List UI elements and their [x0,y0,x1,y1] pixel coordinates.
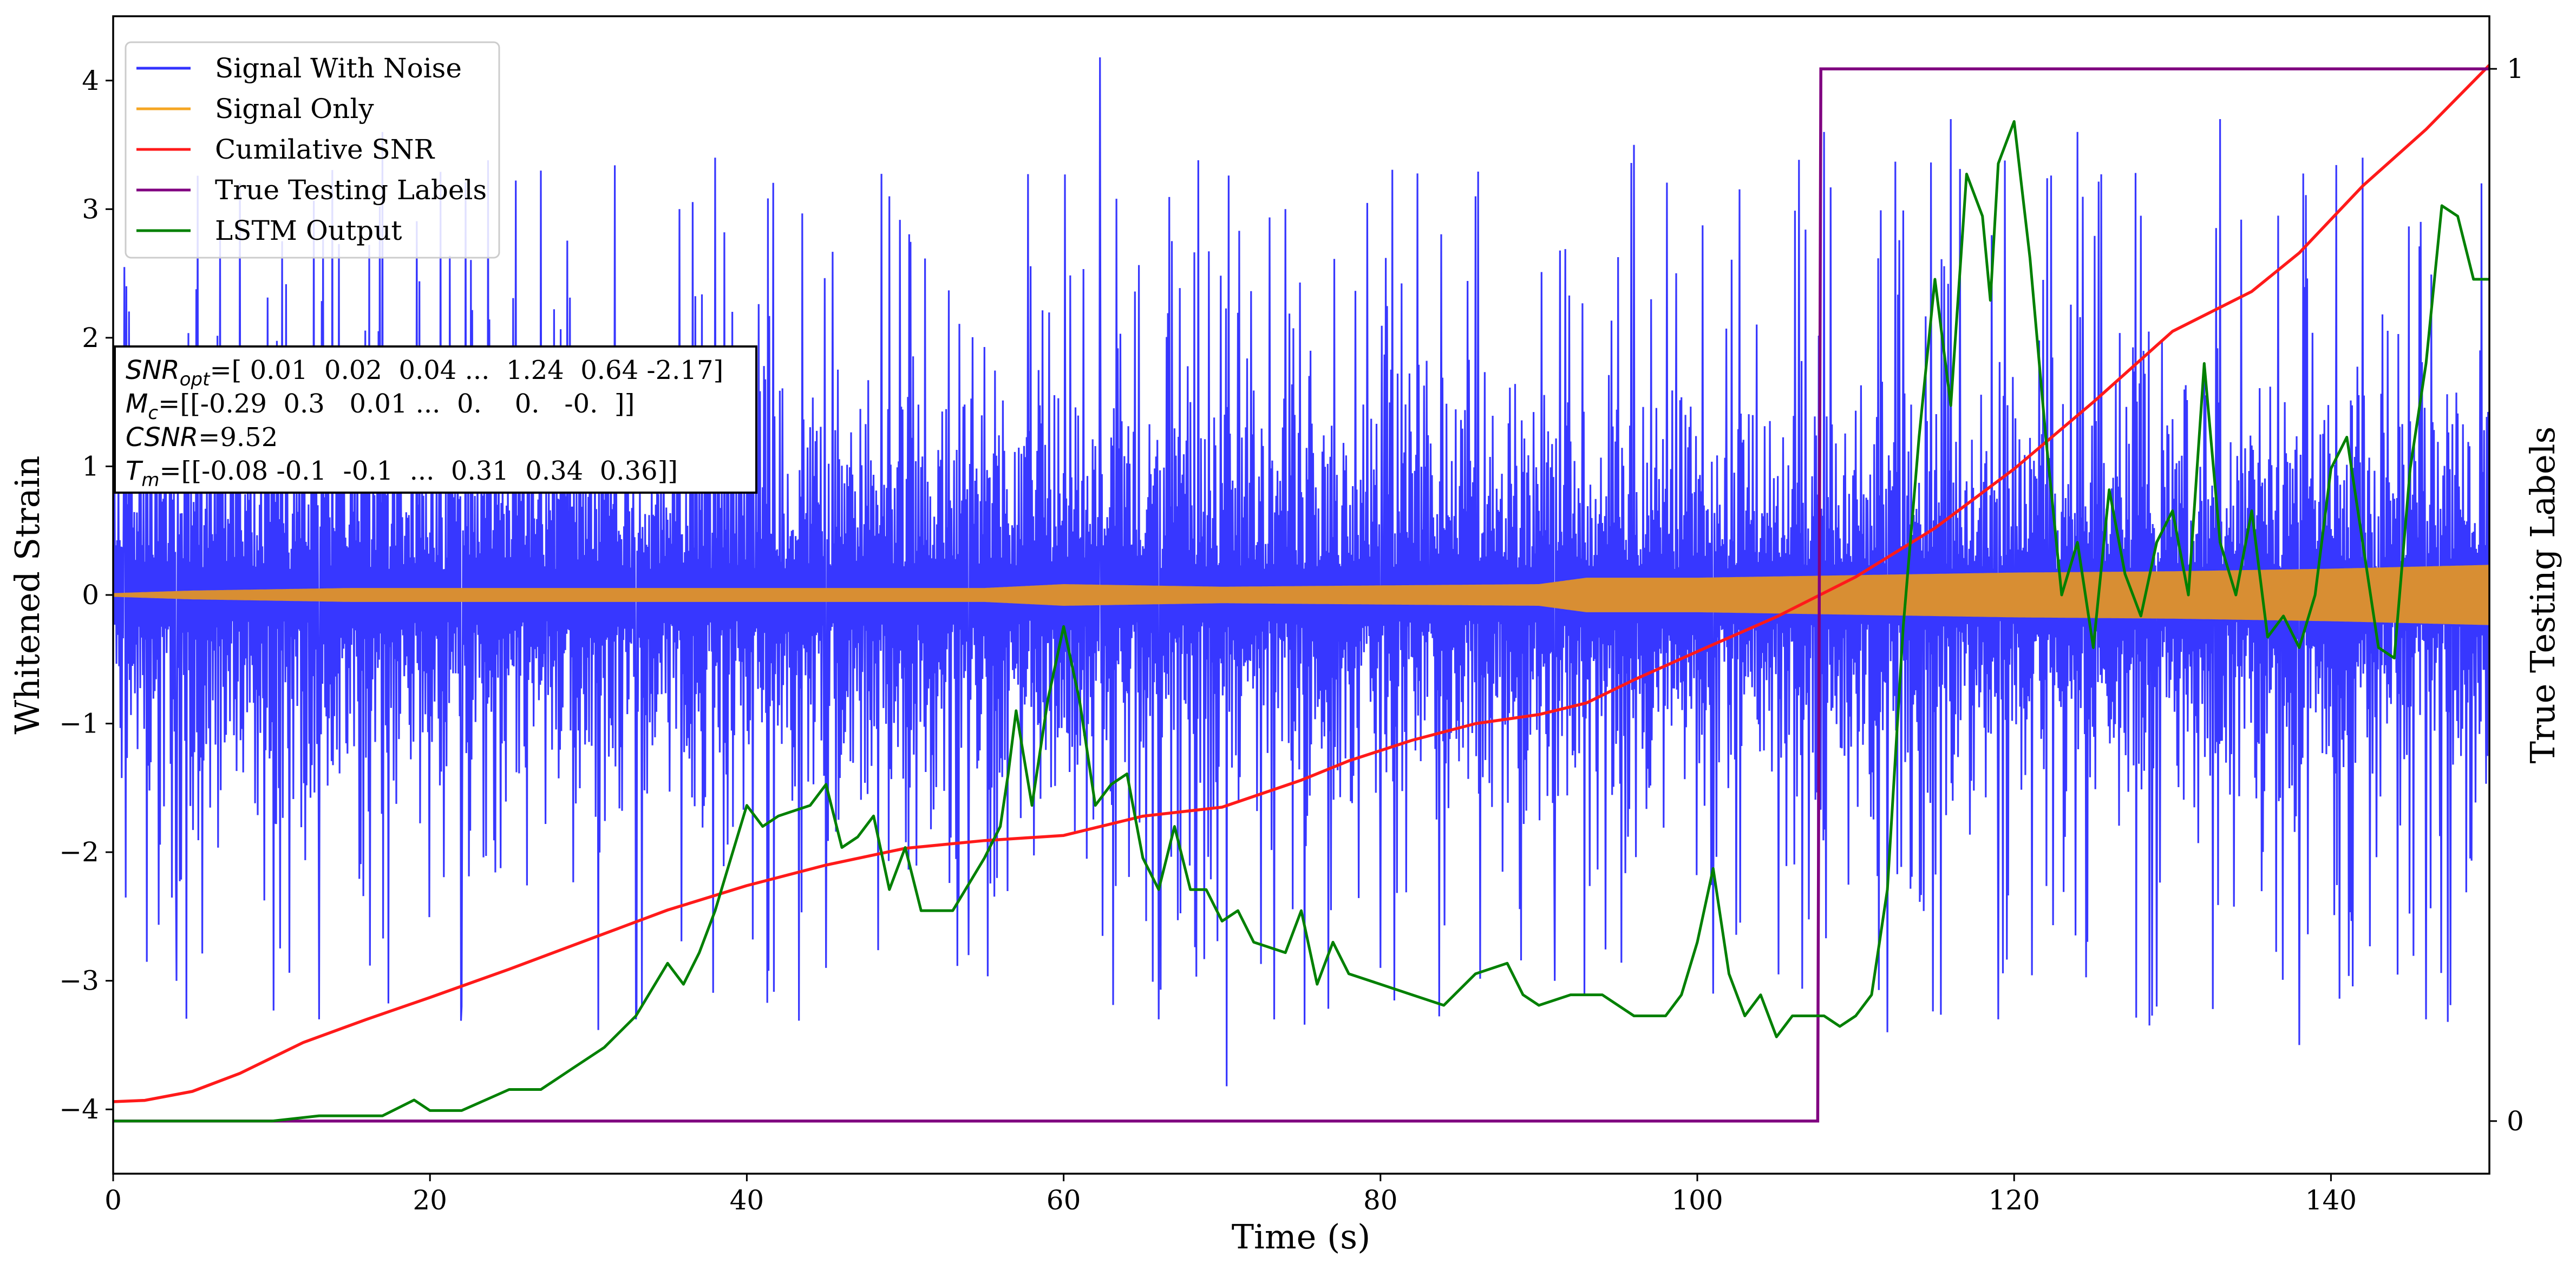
x-tick-label: 40 [730,1185,764,1216]
y-tick-label: −3 [59,965,99,997]
x-tick-label: 80 [1363,1185,1398,1216]
annotation-box: SNRopt=[ 0.01 0.02 0.04 ... 1.24 0.64 -2… [114,345,757,494]
x-axis-label: Time (s) [1232,1217,1371,1257]
y-tick-label: −4 [59,1094,99,1125]
y-tick-label: 1 [82,450,99,482]
x-tick-label: 0 [104,1185,122,1216]
legend-label: Signal Only [215,93,374,125]
annotation-value: =[[-0.29 0.3 0.01 ... 0. 0. -0. ]] [158,389,635,419]
x-tick-label: 20 [413,1185,447,1216]
y-tick-label: 2 [82,322,99,354]
series-cumilative-snr [113,64,2489,1103]
annotation-symbol: SNR [126,355,180,385]
annotation-value: =[[-0.08 -0.1 -0.1 ... 0.31 0.34 0.36]] [159,456,678,486]
x-tick-label: 60 [1047,1185,1081,1216]
annotation-symbol: T [126,456,143,486]
x-tick-label: 100 [1671,1185,1723,1216]
annotation-subscript: c [148,402,158,424]
legend-label: Signal With Noise [215,53,462,84]
annotation-line: Mc=[[-0.29 0.3 0.01 ... 0. 0. -0. ]] [126,389,635,424]
legend-frame [125,41,500,259]
x-tick-label: 120 [1988,1185,2039,1216]
annotation-line: SNRopt=[ 0.01 0.02 0.04 ... 1.24 0.64 -2… [126,355,723,390]
annotation-line: Tm=[[-0.08 -0.1 -0.1 ... 0.31 0.34 0.36]… [126,456,678,491]
series-signal-only [113,565,2489,625]
legend-label: Cumilative SNR [215,134,435,165]
y2-tick-label: 1 [2507,53,2524,84]
y-tick-label: −2 [59,836,99,868]
series-layer [113,57,2489,1123]
y-tick-label: 0 [82,579,99,611]
y-axis-label: Whitened Strain [8,456,47,735]
y-tick-label: −1 [59,708,99,740]
annotation-line: CSNR=9.52 [126,422,278,453]
series-lstm-output [113,120,2489,1123]
y-tick-label: 3 [82,193,99,225]
y2-tick-label: 0 [2507,1105,2524,1137]
series-true-testing-labels [113,67,2489,1123]
annotation-subscript: m [141,469,159,491]
annotation-symbol: CSNR [126,422,198,453]
annotation-frame [114,345,757,494]
legend-label: LSTM Output [215,215,402,246]
annotation-subscript: opt [180,369,211,390]
legend-label: True Testing Labels [215,174,487,206]
x-tick-label: 140 [2305,1185,2357,1216]
annotation-value: =9.52 [198,422,278,453]
annotation-symbol: M [126,389,148,419]
y2-axis-label: True Testing Labels [2523,427,2562,764]
y-tick-label: 4 [82,65,99,96]
series-signal-with-noise [113,57,2489,1087]
annotation-value: =[ 0.01 0.02 0.04 ... 1.24 0.64 -2.17] [210,355,723,385]
legend: Signal With Noise Signal Only Cumilative S… [125,41,500,259]
